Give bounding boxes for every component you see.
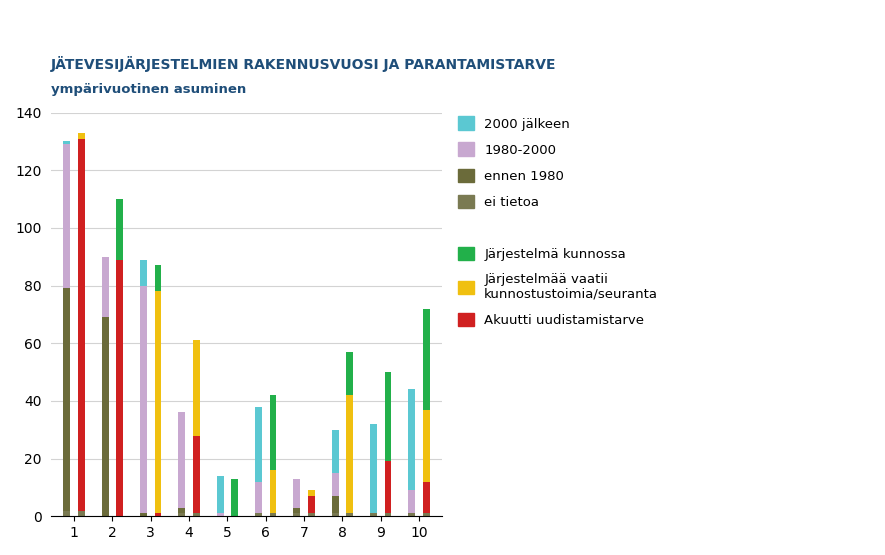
Bar xyxy=(408,390,415,490)
Bar xyxy=(231,479,238,516)
Bar xyxy=(308,513,315,516)
Bar xyxy=(193,436,200,513)
Bar xyxy=(308,490,315,496)
Bar xyxy=(385,513,391,516)
Bar xyxy=(179,412,185,508)
Text: JÄTEVESIJÄRJESTELMIEN RAKENNUSVUOSI JA PARANTAMISTARVE: JÄTEVESIJÄRJESTELMIEN RAKENNUSVUOSI JA P… xyxy=(51,56,557,72)
Bar xyxy=(140,286,147,513)
Bar xyxy=(102,317,109,516)
Bar xyxy=(293,508,300,513)
Bar xyxy=(308,496,315,513)
Bar xyxy=(370,424,377,513)
Bar xyxy=(179,508,185,513)
Bar xyxy=(332,473,339,496)
Bar xyxy=(78,139,85,511)
Bar xyxy=(346,395,353,513)
Bar xyxy=(332,496,339,513)
Bar xyxy=(408,513,415,516)
Bar xyxy=(217,513,224,516)
Bar xyxy=(346,513,353,516)
Bar xyxy=(64,144,70,289)
Bar xyxy=(270,513,276,516)
Bar xyxy=(78,133,85,139)
Bar xyxy=(423,482,430,513)
Bar xyxy=(217,476,224,513)
Bar xyxy=(423,309,430,410)
Bar xyxy=(385,462,391,513)
Bar xyxy=(64,289,70,511)
Bar xyxy=(293,513,300,516)
Bar xyxy=(116,260,123,516)
Bar xyxy=(78,511,85,516)
Bar xyxy=(102,257,109,317)
Bar xyxy=(270,470,276,513)
Bar xyxy=(155,291,161,513)
Bar xyxy=(140,513,147,516)
Bar xyxy=(64,142,70,144)
Bar xyxy=(346,352,353,395)
Bar xyxy=(155,513,161,516)
Bar xyxy=(293,479,300,508)
Bar xyxy=(332,430,339,473)
Bar xyxy=(116,199,123,260)
Bar xyxy=(385,372,391,462)
Bar xyxy=(255,407,262,482)
Bar xyxy=(255,482,262,513)
Bar xyxy=(193,340,200,436)
Bar xyxy=(64,511,70,516)
Bar xyxy=(179,513,185,516)
Bar xyxy=(270,395,276,470)
Bar xyxy=(193,513,200,516)
Bar xyxy=(332,513,339,516)
Bar xyxy=(140,260,147,286)
Bar xyxy=(423,513,430,516)
Bar xyxy=(155,265,161,291)
Bar xyxy=(408,490,415,513)
Bar xyxy=(370,513,377,516)
Bar xyxy=(255,513,262,516)
Bar xyxy=(423,410,430,482)
Text: ympärivuotinen asuminen: ympärivuotinen asuminen xyxy=(51,83,246,97)
Legend: 2000 jälkeen, 1980-2000, ennen 1980, ei tietoa, , Järjestelmä kunnossa, Järjeste: 2000 jälkeen, 1980-2000, ennen 1980, ei … xyxy=(452,111,664,332)
